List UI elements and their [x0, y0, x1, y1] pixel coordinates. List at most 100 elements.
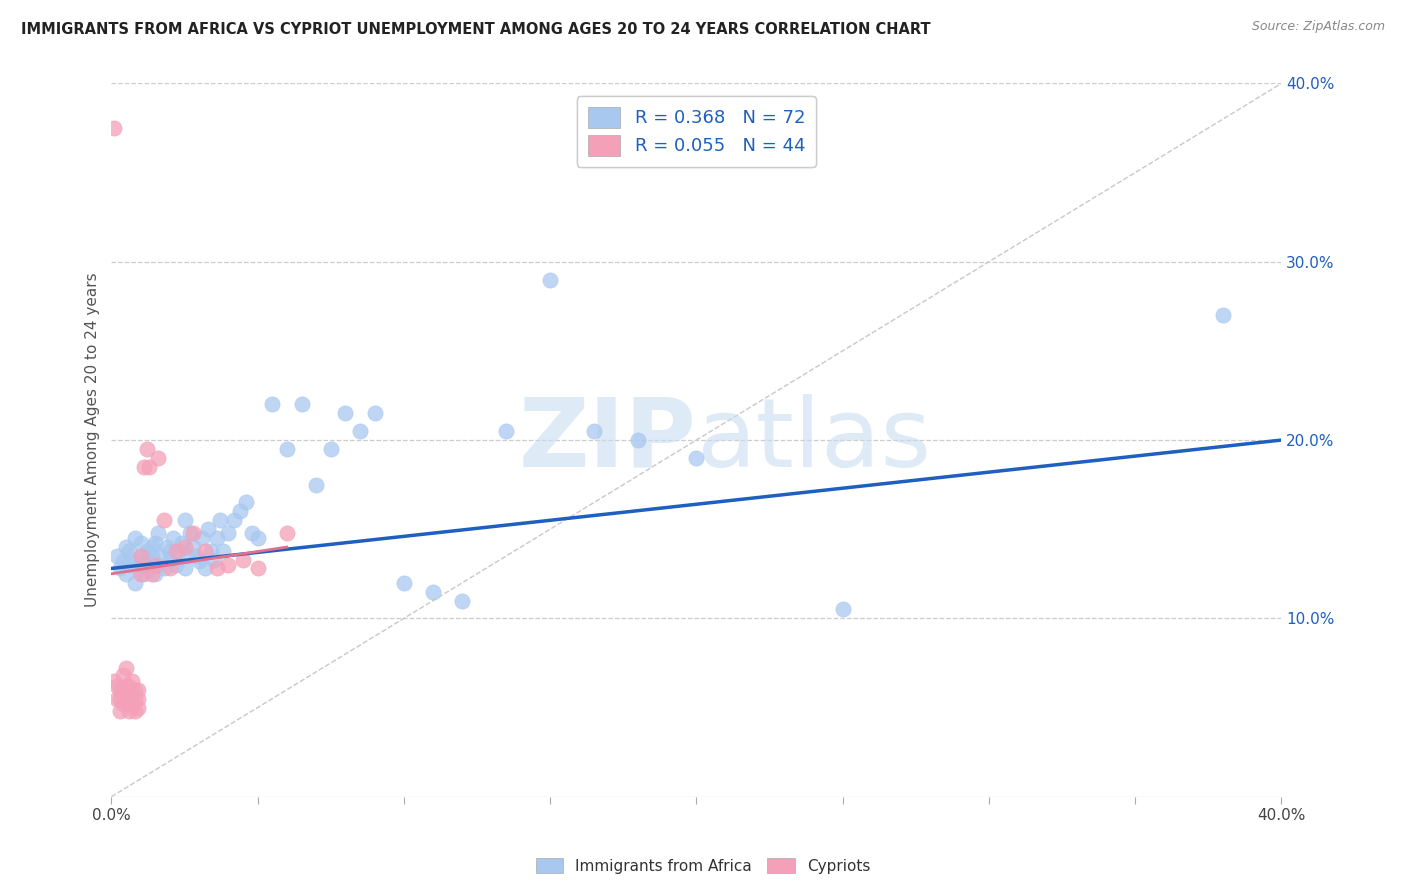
- Y-axis label: Unemployment Among Ages 20 to 24 years: Unemployment Among Ages 20 to 24 years: [86, 273, 100, 607]
- Point: [197, 522, 219, 536]
- Point: [181, 525, 204, 540]
- Legend: Immigrants from Africa, Cypriots: Immigrants from Africa, Cypriots: [530, 852, 876, 880]
- Point: [105, 679, 128, 693]
- Point: [112, 554, 135, 568]
- Point: [224, 513, 246, 527]
- Point: [115, 566, 138, 581]
- Point: [451, 593, 474, 607]
- Point: [129, 558, 152, 572]
- Point: [191, 531, 214, 545]
- Point: [276, 525, 298, 540]
- Point: [495, 424, 517, 438]
- Point: [392, 575, 415, 590]
- Text: Source: ZipAtlas.com: Source: ZipAtlas.com: [1251, 20, 1385, 33]
- Point: [186, 549, 208, 563]
- Point: [305, 477, 328, 491]
- Point: [129, 549, 152, 563]
- Point: [179, 525, 201, 540]
- Point: [132, 566, 155, 581]
- Point: [217, 558, 239, 572]
- Point: [194, 561, 217, 575]
- Point: [143, 566, 166, 581]
- Point: [159, 543, 181, 558]
- Text: atlas: atlas: [696, 393, 932, 486]
- Point: [127, 691, 149, 706]
- Point: [127, 700, 149, 714]
- Point: [118, 704, 141, 718]
- Point: [138, 459, 160, 474]
- Point: [124, 575, 146, 590]
- Point: [159, 561, 181, 575]
- Point: [129, 566, 152, 581]
- Point: [422, 584, 444, 599]
- Point: [165, 543, 187, 558]
- Point: [208, 513, 231, 527]
- Point: [138, 561, 160, 575]
- Point: [246, 531, 269, 545]
- Text: ZIP: ZIP: [519, 393, 696, 486]
- Point: [143, 536, 166, 550]
- Point: [685, 450, 707, 465]
- Point: [167, 543, 190, 558]
- Point: [262, 397, 284, 411]
- Point: [115, 691, 138, 706]
- Point: [118, 679, 141, 693]
- Point: [141, 540, 163, 554]
- Point: [235, 495, 257, 509]
- Point: [831, 602, 853, 616]
- Point: [115, 661, 138, 675]
- Point: [173, 513, 195, 527]
- Point: [205, 561, 228, 575]
- Point: [246, 561, 269, 575]
- Point: [115, 679, 138, 693]
- Point: [176, 549, 198, 563]
- Point: [148, 525, 170, 540]
- Point: [627, 433, 650, 447]
- Point: [319, 442, 342, 456]
- Point: [108, 691, 131, 706]
- Point: [105, 691, 128, 706]
- Point: [121, 552, 143, 566]
- Point: [162, 531, 184, 545]
- Point: [276, 442, 298, 456]
- Point: [141, 566, 163, 581]
- Point: [103, 121, 125, 136]
- Point: [112, 668, 135, 682]
- Point: [173, 561, 195, 575]
- Point: [181, 540, 204, 554]
- Point: [105, 549, 128, 563]
- Point: [129, 549, 152, 563]
- Point: [217, 525, 239, 540]
- Point: [148, 450, 170, 465]
- Point: [124, 691, 146, 706]
- Point: [124, 682, 146, 697]
- Point: [108, 704, 131, 718]
- Point: [121, 673, 143, 688]
- Point: [240, 525, 263, 540]
- Point: [153, 561, 176, 575]
- Point: [153, 513, 176, 527]
- Point: [194, 543, 217, 558]
- Point: [118, 691, 141, 706]
- Point: [129, 536, 152, 550]
- Point: [115, 540, 138, 554]
- Point: [118, 543, 141, 558]
- Point: [363, 406, 385, 420]
- Point: [538, 272, 561, 286]
- Point: [121, 697, 143, 711]
- Point: [290, 397, 312, 411]
- Point: [127, 682, 149, 697]
- Point: [141, 549, 163, 563]
- Point: [112, 682, 135, 697]
- Point: [108, 561, 131, 575]
- Point: [159, 552, 181, 566]
- Point: [156, 540, 179, 554]
- Point: [229, 504, 252, 518]
- Point: [135, 442, 157, 456]
- Point: [135, 552, 157, 566]
- Point: [173, 540, 195, 554]
- Point: [205, 531, 228, 545]
- Point: [124, 531, 146, 545]
- Point: [165, 558, 187, 572]
- Point: [135, 543, 157, 558]
